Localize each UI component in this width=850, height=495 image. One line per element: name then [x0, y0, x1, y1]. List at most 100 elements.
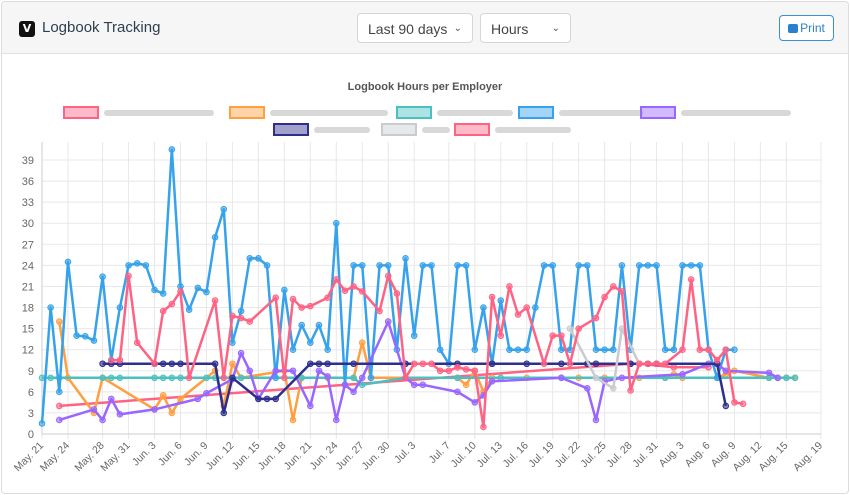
series-path: [42, 376, 796, 387]
data-point: [653, 262, 660, 269]
x-tick-label: Jun. 18: [256, 440, 289, 473]
data-point: [99, 374, 106, 382]
data-point: [64, 258, 72, 266]
legend-item: [229, 106, 388, 119]
data-point: [298, 374, 305, 382]
series-line: [107, 272, 747, 431]
data-point: [298, 321, 305, 329]
data-point: [211, 233, 219, 241]
data-point: [480, 423, 487, 431]
data-point: [220, 205, 228, 213]
legend-label-redacted: [104, 110, 214, 116]
data-point: [644, 360, 652, 368]
data-point: [705, 346, 712, 353]
data-point: [116, 374, 124, 382]
unit-select[interactable]: Hours ⌄: [480, 13, 571, 43]
page-title: Logbook Tracking: [42, 19, 161, 36]
x-tick-label: Aug. 19: [791, 440, 825, 474]
data-point: [592, 416, 600, 424]
y-tick-label: 18: [22, 303, 34, 315]
data-point: [168, 146, 176, 153]
x-tick-label: Jun. 27: [334, 440, 367, 473]
data-point: [497, 297, 505, 304]
data-point: [177, 395, 184, 403]
x-tick-label: Jun. 6: [156, 440, 185, 469]
legend-label-redacted: [495, 127, 571, 133]
data-point: [584, 385, 591, 392]
data-point: [99, 416, 106, 424]
data-point: [133, 259, 141, 267]
data-point: [185, 374, 193, 382]
data-point: [185, 306, 193, 313]
data-point: [601, 346, 608, 353]
legend-swatch: [396, 106, 432, 119]
data-point: [376, 307, 383, 315]
chevron-down-icon: ⌄: [453, 23, 462, 34]
data-point: [514, 311, 522, 318]
data-point: [454, 374, 461, 382]
data-point: [575, 325, 582, 332]
data-point: [194, 395, 202, 403]
legend-swatch: [273, 123, 309, 136]
legend-label-redacted: [437, 110, 513, 116]
data-point: [56, 318, 63, 325]
legend-label-redacted: [314, 127, 370, 133]
data-point: [168, 300, 176, 308]
data-point: [376, 262, 383, 269]
data-point: [436, 346, 444, 353]
data-point: [229, 360, 236, 368]
data-point: [168, 374, 176, 382]
data-point: [298, 304, 305, 311]
data-point: [151, 406, 158, 413]
data-point: [661, 360, 669, 368]
date-range-select[interactable]: Last 90 days ⌄: [357, 13, 473, 43]
y-tick-label: 36: [22, 176, 34, 188]
data-point: [558, 374, 565, 382]
data-point: [358, 262, 366, 269]
data-point: [471, 367, 479, 375]
data-point: [73, 332, 80, 339]
data-point: [272, 294, 280, 302]
data-point: [471, 346, 479, 353]
data-point: [177, 288, 184, 295]
data-point: [246, 367, 254, 375]
data-point: [592, 360, 600, 368]
data-point: [506, 346, 513, 353]
data-point: [592, 374, 600, 382]
data-point: [350, 262, 357, 269]
data-point: [177, 360, 184, 368]
data-point: [237, 349, 245, 357]
data-point: [90, 406, 98, 413]
data-point: [488, 293, 496, 301]
data-point: [523, 346, 531, 353]
data-point: [47, 304, 54, 311]
legend-label-redacted: [559, 110, 643, 116]
x-tick-label: Jul. 31: [630, 440, 660, 470]
data-point: [341, 287, 349, 294]
x-tick-label: Jun. 15: [230, 440, 263, 473]
x-tick-label: Aug. 3: [657, 440, 687, 470]
x-tick-label: Jul. 25: [578, 440, 608, 470]
data-point: [558, 346, 565, 353]
data-point: [462, 262, 470, 269]
data-point: [454, 388, 461, 396]
legend-swatch: [229, 106, 265, 119]
data-point: [783, 374, 790, 382]
series-path: [111, 274, 744, 429]
print-button[interactable]: Print: [779, 15, 834, 41]
legend-item: [381, 123, 450, 136]
printer-icon: [788, 24, 799, 33]
data-point: [635, 262, 643, 269]
data-point: [116, 304, 124, 311]
data-point: [341, 381, 349, 389]
data-point: [350, 360, 357, 368]
data-point: [203, 389, 210, 397]
data-point: [133, 339, 141, 346]
data-point: [255, 255, 262, 262]
data-point: [307, 360, 314, 368]
y-tick-label: 6: [28, 387, 34, 399]
data-point: [618, 288, 626, 295]
data-point: [739, 400, 747, 408]
y-tick-label: 21: [22, 281, 34, 293]
